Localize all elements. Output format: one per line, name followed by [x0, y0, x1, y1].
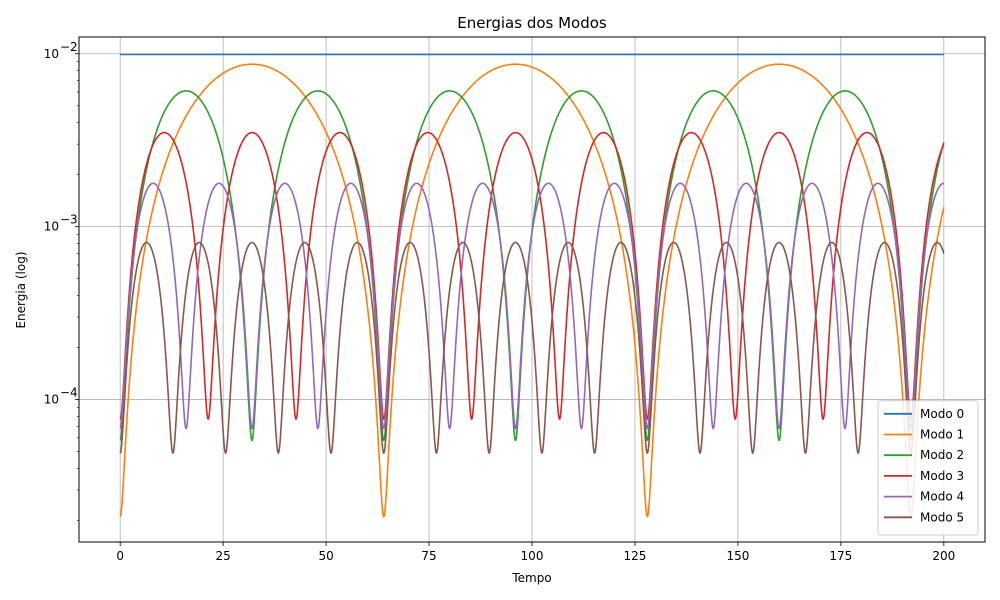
- y-tick-label: 10: [44, 393, 59, 407]
- y-tick-exponent: −3: [60, 213, 78, 227]
- x-tick-label: 25: [215, 549, 230, 563]
- x-axis: 0 25 50 75 100 125 150 175 200: [116, 542, 955, 563]
- x-tick-label: 200: [932, 549, 955, 563]
- x-tick-label: 75: [421, 549, 436, 563]
- x-axis-title: Tempo: [511, 571, 551, 585]
- x-tick-label: 0: [116, 549, 124, 563]
- legend-label: Modo 2: [920, 448, 964, 462]
- y-axis-title: Energia (log): [14, 251, 28, 328]
- legend-label: Modo 0: [920, 407, 964, 421]
- x-tick-label: 50: [318, 549, 333, 563]
- series-line-modo-3: [119, 131, 945, 420]
- y-tick-label: 10: [44, 47, 59, 61]
- series-line-modo-4: [119, 182, 945, 430]
- x-tick-label: 125: [624, 549, 647, 563]
- y-tick-label: 10: [44, 220, 59, 234]
- x-tick-label: 150: [726, 549, 749, 563]
- y-tick-exponent: −2: [60, 40, 78, 54]
- legend-label: Modo 1: [920, 428, 964, 442]
- series-line-modo-5: [119, 241, 945, 454]
- legend-label: Modo 3: [920, 469, 964, 483]
- x-tick-label: 175: [829, 549, 852, 563]
- x-tick-label: 100: [521, 549, 544, 563]
- legend: Modo 0 Modo 1 Modo 2 Modo 3 Modo 4 Modo 5: [877, 400, 979, 536]
- y-tick-exponent: −4: [60, 386, 78, 400]
- series-line-modo-1: [119, 63, 945, 518]
- legend-label: Modo 4: [920, 490, 964, 504]
- legend-label: Modo 5: [920, 510, 964, 524]
- chart-title: Energias dos Modos: [457, 14, 607, 32]
- series-layer: [119, 53, 945, 518]
- y-axis: 10−410−310−2: [44, 40, 79, 521]
